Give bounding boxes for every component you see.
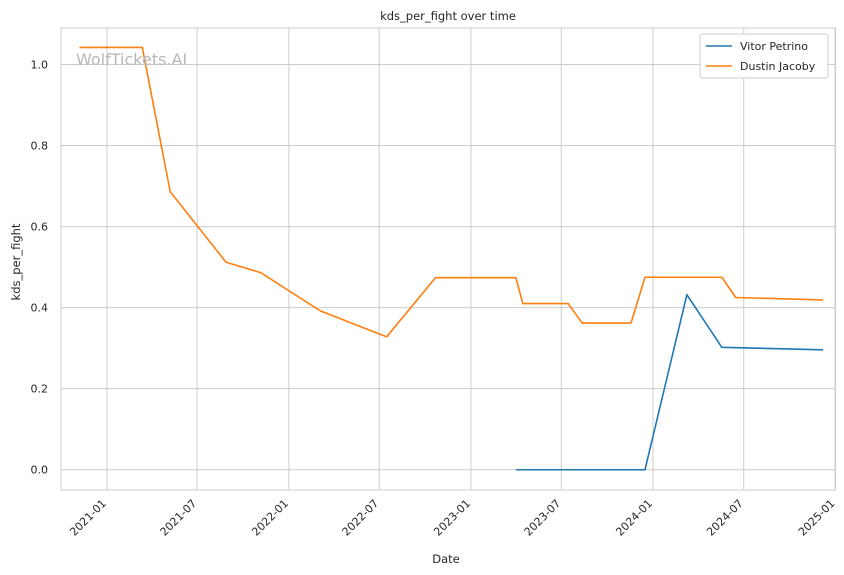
y-axis-label: kds_per_fight (9, 223, 23, 300)
y-tick-label: 0.0 (31, 464, 49, 477)
legend-label-vitor-petrino: Vitor Petrino (740, 40, 808, 53)
series-lines (79, 46, 824, 471)
chart-title: kds_per_fight over time (380, 9, 516, 23)
y-tick-label: 0.2 (31, 383, 49, 396)
y-tick-label: 0.6 (31, 221, 49, 234)
series-line-dustin-jacoby (79, 46, 824, 338)
legend-label-dustin-jacoby: Dustin Jacoby (740, 60, 816, 73)
series-line-vitor-petrino (515, 293, 824, 471)
y-tick-label: 0.8 (31, 140, 49, 153)
plot-frame (60, 27, 836, 491)
legend: Vitor Petrino Dustin Jacoby (699, 33, 829, 79)
watermark-text: WolfTickets.AI (76, 50, 187, 69)
x-axis-label: Date (432, 552, 460, 566)
y-axis-ticks: 0.0 0.2 0.4 0.6 0.8 1.0 (31, 58, 49, 476)
grid (61, 28, 836, 490)
y-tick-label: 1.0 (31, 58, 49, 71)
legend-box (699, 33, 829, 79)
y-tick-label: 0.4 (31, 302, 49, 315)
